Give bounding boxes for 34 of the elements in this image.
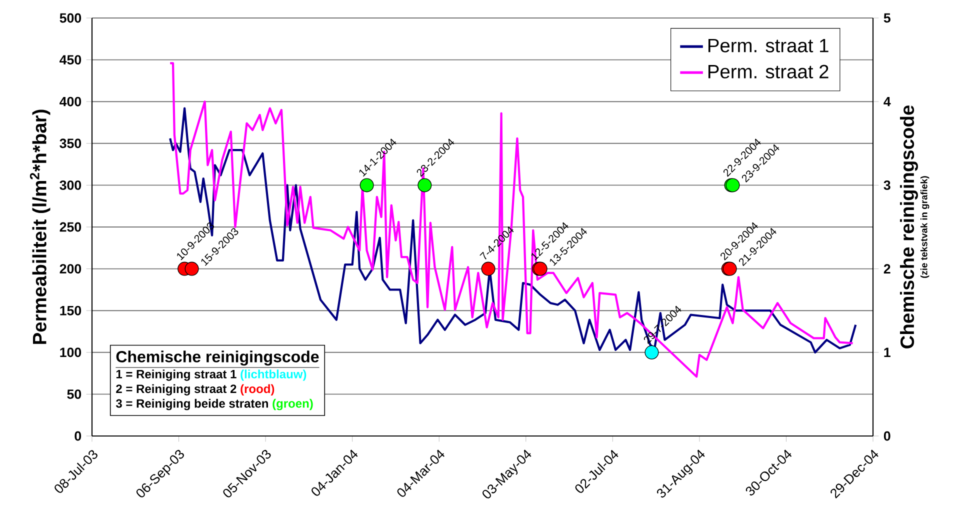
y-tick-label: 350 xyxy=(60,138,82,148)
point xyxy=(418,178,432,192)
point xyxy=(360,178,374,192)
y-tick-label: 500 xyxy=(60,13,82,23)
y-tick-label: 300 xyxy=(60,180,82,190)
legend-label: Perm. straat 1 xyxy=(708,38,828,52)
y2-tick-label: 5 xyxy=(884,13,890,23)
y-tick-label: 200 xyxy=(60,264,82,274)
y-tick-label: 450 xyxy=(60,55,82,65)
y-tick-label: 50 xyxy=(67,389,82,399)
y2-tick-label: 2 xyxy=(884,264,890,274)
y-tick-label: 0 xyxy=(74,431,82,441)
y2-tick-label: 3 xyxy=(884,180,890,190)
legend-label: Perm. straat 2 xyxy=(708,64,828,78)
annotation: 1 = Reiniging straat 1 xyxy=(116,370,236,381)
annotation: 2 = Reiniging straat 2 xyxy=(116,384,236,396)
annotation: Chemische reinigingscode xyxy=(116,350,319,366)
y-tick-label: 150 xyxy=(60,306,82,316)
y2-tick-label: 0 xyxy=(884,431,890,441)
point xyxy=(644,345,659,360)
y2-tick-label: 1 xyxy=(884,348,890,357)
y2-tick-label: 4 xyxy=(884,97,891,106)
y2-axis-title: Chemische reinigingscode xyxy=(900,106,918,348)
annotation: (groen) xyxy=(272,398,313,410)
annotation: 3 = Reiniging beide straten xyxy=(116,398,268,410)
annotation: (rood) xyxy=(240,384,274,396)
text: (zie tekstvak in grafiek) xyxy=(920,176,930,278)
y-tick-label: 250 xyxy=(60,222,82,232)
y-axis-title: Permeabiliteit (l/m$^{2}$*h*bar) xyxy=(30,110,50,344)
y-tick-label: 400 xyxy=(60,96,82,106)
point xyxy=(481,262,496,276)
y-tick-label: 100 xyxy=(60,348,82,358)
annotation: (lichtblauw) xyxy=(240,370,306,381)
point xyxy=(184,262,199,276)
